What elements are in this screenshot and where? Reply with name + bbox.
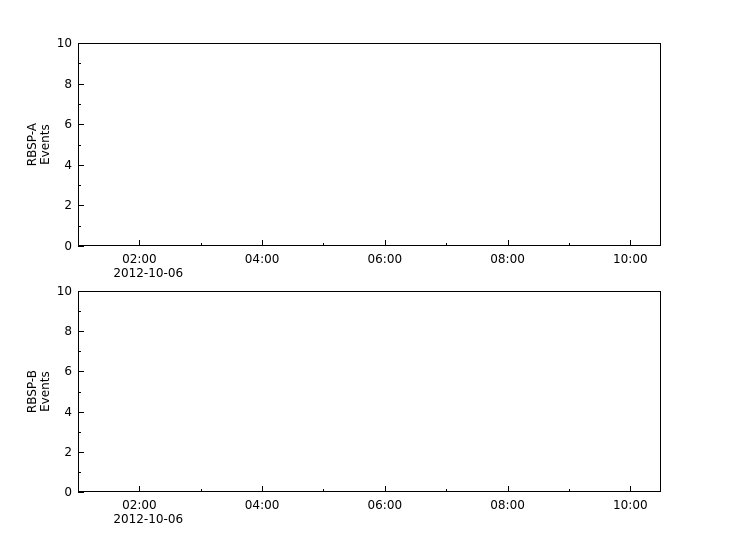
y-major-tick bbox=[78, 124, 84, 126]
y-major-tick bbox=[78, 291, 84, 292]
y-major-tick bbox=[78, 246, 84, 247]
x-major-tick bbox=[139, 240, 141, 246]
y-minor-tick bbox=[78, 144, 81, 146]
axes-frame-rbsp-a bbox=[78, 43, 661, 246]
x-tick-label: 10:00 bbox=[613, 498, 648, 512]
y-major-tick bbox=[78, 411, 84, 413]
x-tick-label: 06:00 bbox=[367, 252, 403, 266]
x-axis-date-label-rbsp-a: 2012-10-06 bbox=[113, 266, 184, 280]
x-minor-tick bbox=[200, 243, 202, 246]
y-minor-tick bbox=[78, 471, 81, 473]
y-axis-label-line2: Events bbox=[37, 371, 52, 412]
y-axis-label-rbsp-b: RBSP-B Events bbox=[24, 370, 52, 414]
y-axis-label-line2: Events bbox=[37, 124, 52, 165]
x-tick-label: 08:00 bbox=[490, 498, 525, 512]
x-minor-tick bbox=[323, 243, 325, 246]
y-tick-label: 10 bbox=[56, 284, 72, 298]
x-major-tick bbox=[630, 486, 632, 492]
y-major-tick bbox=[78, 451, 84, 453]
y-tick-label: 8 bbox=[64, 76, 72, 91]
y-major-tick bbox=[78, 205, 84, 207]
y-tick-label: 6 bbox=[64, 117, 72, 132]
x-tick-label: 08:00 bbox=[490, 252, 525, 266]
y-minor-tick bbox=[78, 63, 81, 65]
x-tick-label: 06:00 bbox=[367, 498, 403, 512]
plot-panel-rbsp-b: RBSP-B Events 2012-10-06 0 2 4 6 8 10 02:00 04:… bbox=[25, 285, 661, 525]
x-minor-tick bbox=[78, 489, 79, 492]
x-major-tick bbox=[262, 240, 264, 246]
x-minor-tick bbox=[446, 243, 448, 246]
y-major-tick bbox=[78, 492, 84, 493]
x-tick-label: 04:00 bbox=[244, 252, 280, 266]
x-minor-tick bbox=[323, 489, 325, 492]
y-tick-label: 10 bbox=[56, 36, 72, 50]
x-axis-date-label-rbsp-b: 2012-10-06 bbox=[113, 512, 184, 526]
y-axis-label-line1: RBSP-A bbox=[25, 122, 40, 167]
y-tick-label: 0 bbox=[64, 485, 72, 499]
y-tick-label: 4 bbox=[64, 404, 72, 419]
x-tick-label: 02:00 bbox=[122, 252, 157, 266]
x-minor-tick bbox=[568, 243, 570, 246]
y-tick-label: 2 bbox=[64, 444, 72, 459]
y-tick-label: 8 bbox=[64, 324, 72, 339]
x-major-tick bbox=[384, 240, 386, 246]
x-major-tick bbox=[630, 240, 632, 246]
y-major-tick bbox=[78, 83, 84, 85]
y-minor-tick bbox=[78, 311, 81, 313]
axes-frame-rbsp-b bbox=[78, 291, 661, 492]
y-minor-tick bbox=[78, 431, 81, 433]
x-minor-tick bbox=[446, 489, 448, 492]
y-major-tick bbox=[78, 43, 84, 44]
x-major-tick bbox=[262, 486, 264, 492]
x-major-tick bbox=[384, 486, 386, 492]
y-minor-tick bbox=[78, 225, 81, 227]
y-tick-label: 6 bbox=[64, 364, 72, 379]
y-axis-label-line1: RBSP-B bbox=[24, 370, 39, 414]
x-tick-label: 10:00 bbox=[613, 252, 648, 266]
x-minor-tick bbox=[568, 489, 570, 492]
x-minor-tick bbox=[78, 243, 79, 246]
x-tick-label: 04:00 bbox=[244, 498, 280, 512]
y-axis-label-rbsp-a: RBSP-A Events bbox=[25, 122, 52, 167]
x-major-tick bbox=[507, 240, 509, 246]
y-tick-label: 2 bbox=[64, 198, 72, 213]
y-minor-tick bbox=[78, 103, 81, 105]
y-major-tick bbox=[78, 331, 84, 333]
y-tick-label: 4 bbox=[64, 157, 72, 172]
x-tick-label: 02:00 bbox=[122, 498, 157, 512]
y-minor-tick bbox=[78, 185, 81, 187]
y-minor-tick bbox=[78, 391, 81, 393]
y-major-tick bbox=[78, 371, 84, 373]
y-tick-label: 0 bbox=[64, 239, 72, 253]
y-minor-tick bbox=[78, 351, 81, 353]
x-major-tick bbox=[507, 486, 509, 492]
x-major-tick bbox=[139, 486, 141, 492]
x-minor-tick bbox=[200, 489, 202, 492]
y-major-tick bbox=[78, 164, 84, 166]
plot-panel-rbsp-a: RBSP-A Events 2012-10-06 0 2 4 6 8 10 02:00 04:… bbox=[25, 37, 661, 279]
